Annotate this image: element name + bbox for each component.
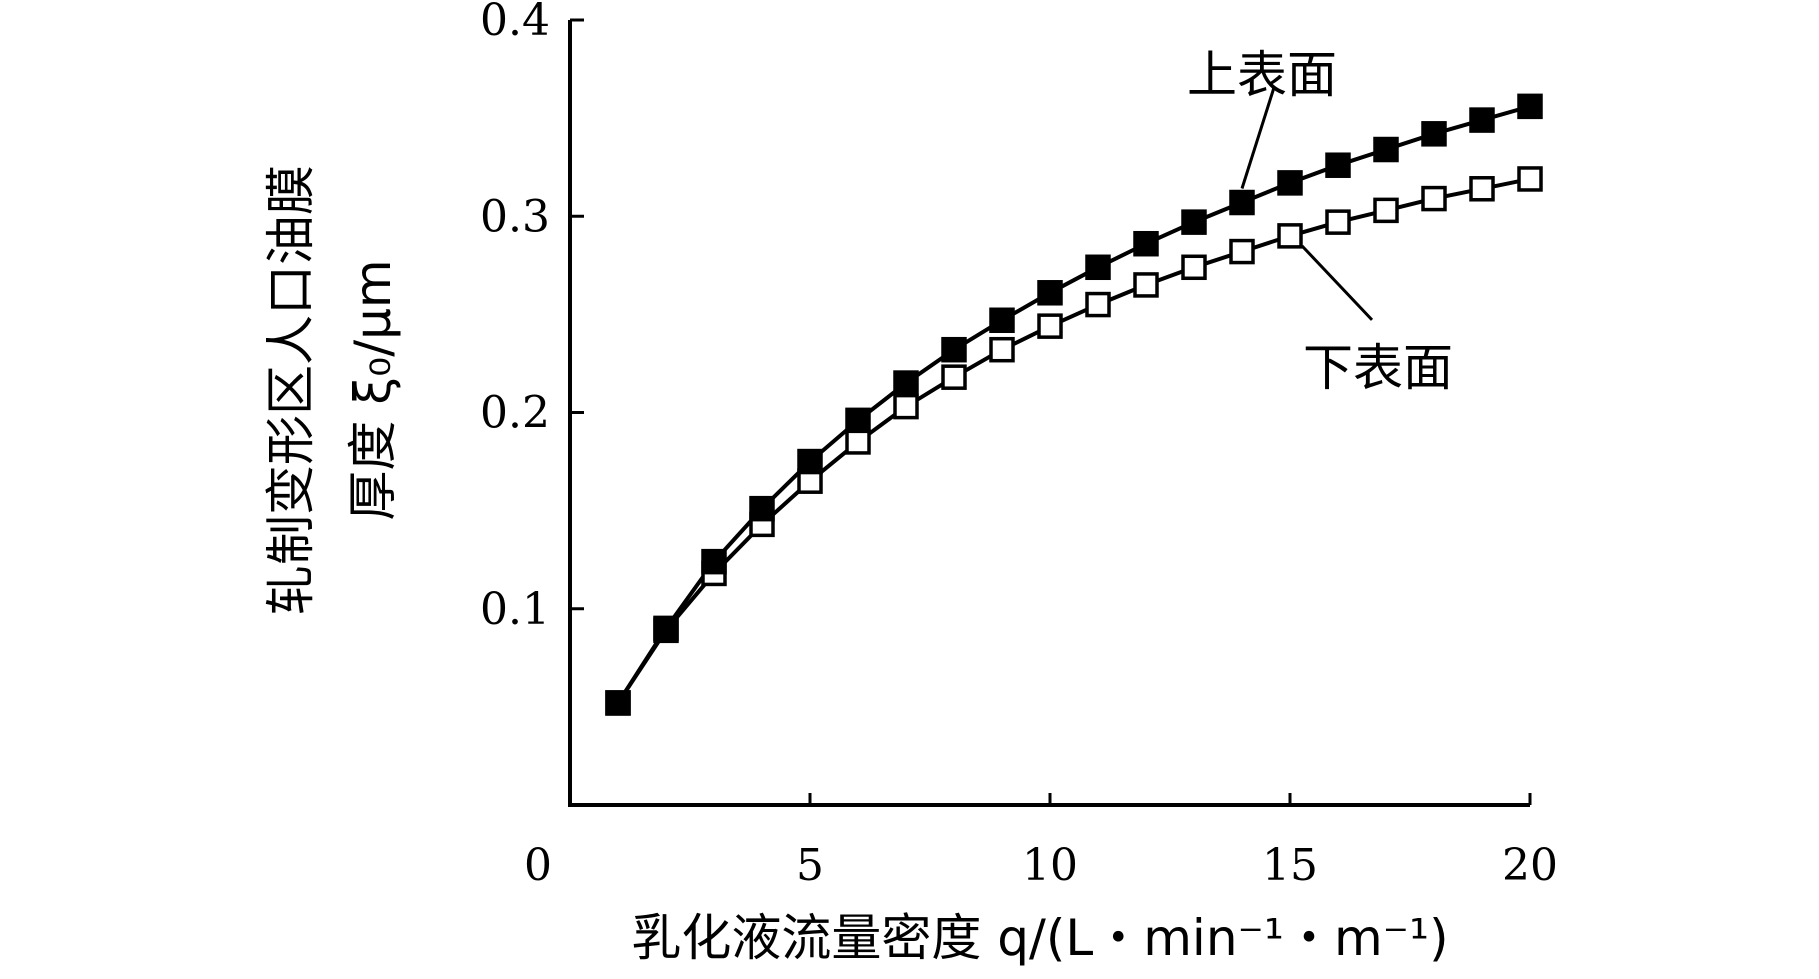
data-point-lower bbox=[1277, 223, 1303, 249]
data-point-upper bbox=[989, 307, 1015, 334]
y-tick-label: 0.4 bbox=[480, 0, 550, 46]
data-point-upper bbox=[1085, 254, 1111, 281]
series-markers bbox=[605, 93, 1543, 716]
annotation-leader-lower bbox=[1300, 244, 1374, 321]
data-point-lower bbox=[941, 364, 967, 390]
data-point-lower bbox=[1037, 313, 1063, 339]
data-point-upper bbox=[1469, 107, 1495, 133]
annotation-leader-upper bbox=[1240, 87, 1276, 189]
data-point-upper bbox=[893, 370, 919, 396]
annotation-label-lower: 下表面 bbox=[1303, 339, 1453, 397]
data-point-lower bbox=[893, 393, 919, 420]
y-axis-title-line2: 厚度 ξ₀/μm bbox=[344, 259, 402, 520]
x-tick-label: 15 bbox=[1262, 840, 1318, 891]
x-tick-label: 10 bbox=[1022, 840, 1078, 891]
data-point-lower bbox=[1469, 176, 1495, 202]
y-tick-label: 0.1 bbox=[480, 584, 550, 635]
series-lines bbox=[616, 104, 1531, 705]
series-line-2 bbox=[616, 177, 1531, 705]
data-point-upper bbox=[1517, 93, 1543, 120]
y-axis-title-line1: 轧制变形区人口油膜 bbox=[262, 165, 320, 615]
data-point-upper bbox=[1037, 280, 1063, 306]
y-tick-label: 0.2 bbox=[480, 388, 550, 439]
data-point-upper bbox=[797, 448, 823, 475]
data-point-upper bbox=[1181, 209, 1207, 235]
y-axis-title: 轧制变形区人口油膜 厚度 ξ₀/μm bbox=[262, 165, 402, 615]
data-point-upper bbox=[749, 495, 775, 522]
data-point-lower bbox=[1229, 238, 1255, 265]
data-point-lower bbox=[845, 429, 871, 455]
data-point-upper bbox=[1277, 170, 1303, 196]
data-point-lower bbox=[1421, 185, 1447, 212]
data-point-upper bbox=[605, 690, 631, 716]
x-tick-label: 20 bbox=[1502, 840, 1558, 891]
annotation-label-upper: 上表面 bbox=[1187, 46, 1337, 104]
data-point-lower bbox=[1325, 209, 1351, 235]
data-point-lower bbox=[1133, 272, 1159, 298]
x-tick-label: 5 bbox=[796, 840, 824, 891]
data-point-lower bbox=[1085, 291, 1111, 318]
data-point-upper bbox=[1325, 152, 1351, 178]
data-point-upper bbox=[845, 407, 871, 434]
data-point-lower bbox=[1373, 197, 1399, 224]
x-axis-title: 乳化液流量密度 q/(L・min⁻¹・m⁻¹) bbox=[631, 909, 1448, 967]
x-tick-label: 0 bbox=[524, 840, 552, 891]
series-line-1 bbox=[616, 104, 1531, 705]
y-tick-label: 0.3 bbox=[480, 191, 550, 242]
data-point-lower bbox=[1517, 166, 1543, 192]
data-point-lower bbox=[1181, 254, 1207, 281]
ticks: 0 5 10 15 20 0.1 0.2 0.3 0.4 bbox=[480, 0, 1558, 891]
data-point-upper bbox=[1373, 136, 1399, 163]
data-point-upper bbox=[941, 336, 967, 363]
data-point-upper bbox=[1229, 189, 1255, 216]
data-point-upper bbox=[701, 548, 727, 575]
data-point-upper bbox=[1133, 230, 1159, 257]
data-point-upper bbox=[1421, 121, 1447, 147]
data-point-upper bbox=[653, 615, 679, 642]
data-point-lower bbox=[989, 336, 1015, 363]
